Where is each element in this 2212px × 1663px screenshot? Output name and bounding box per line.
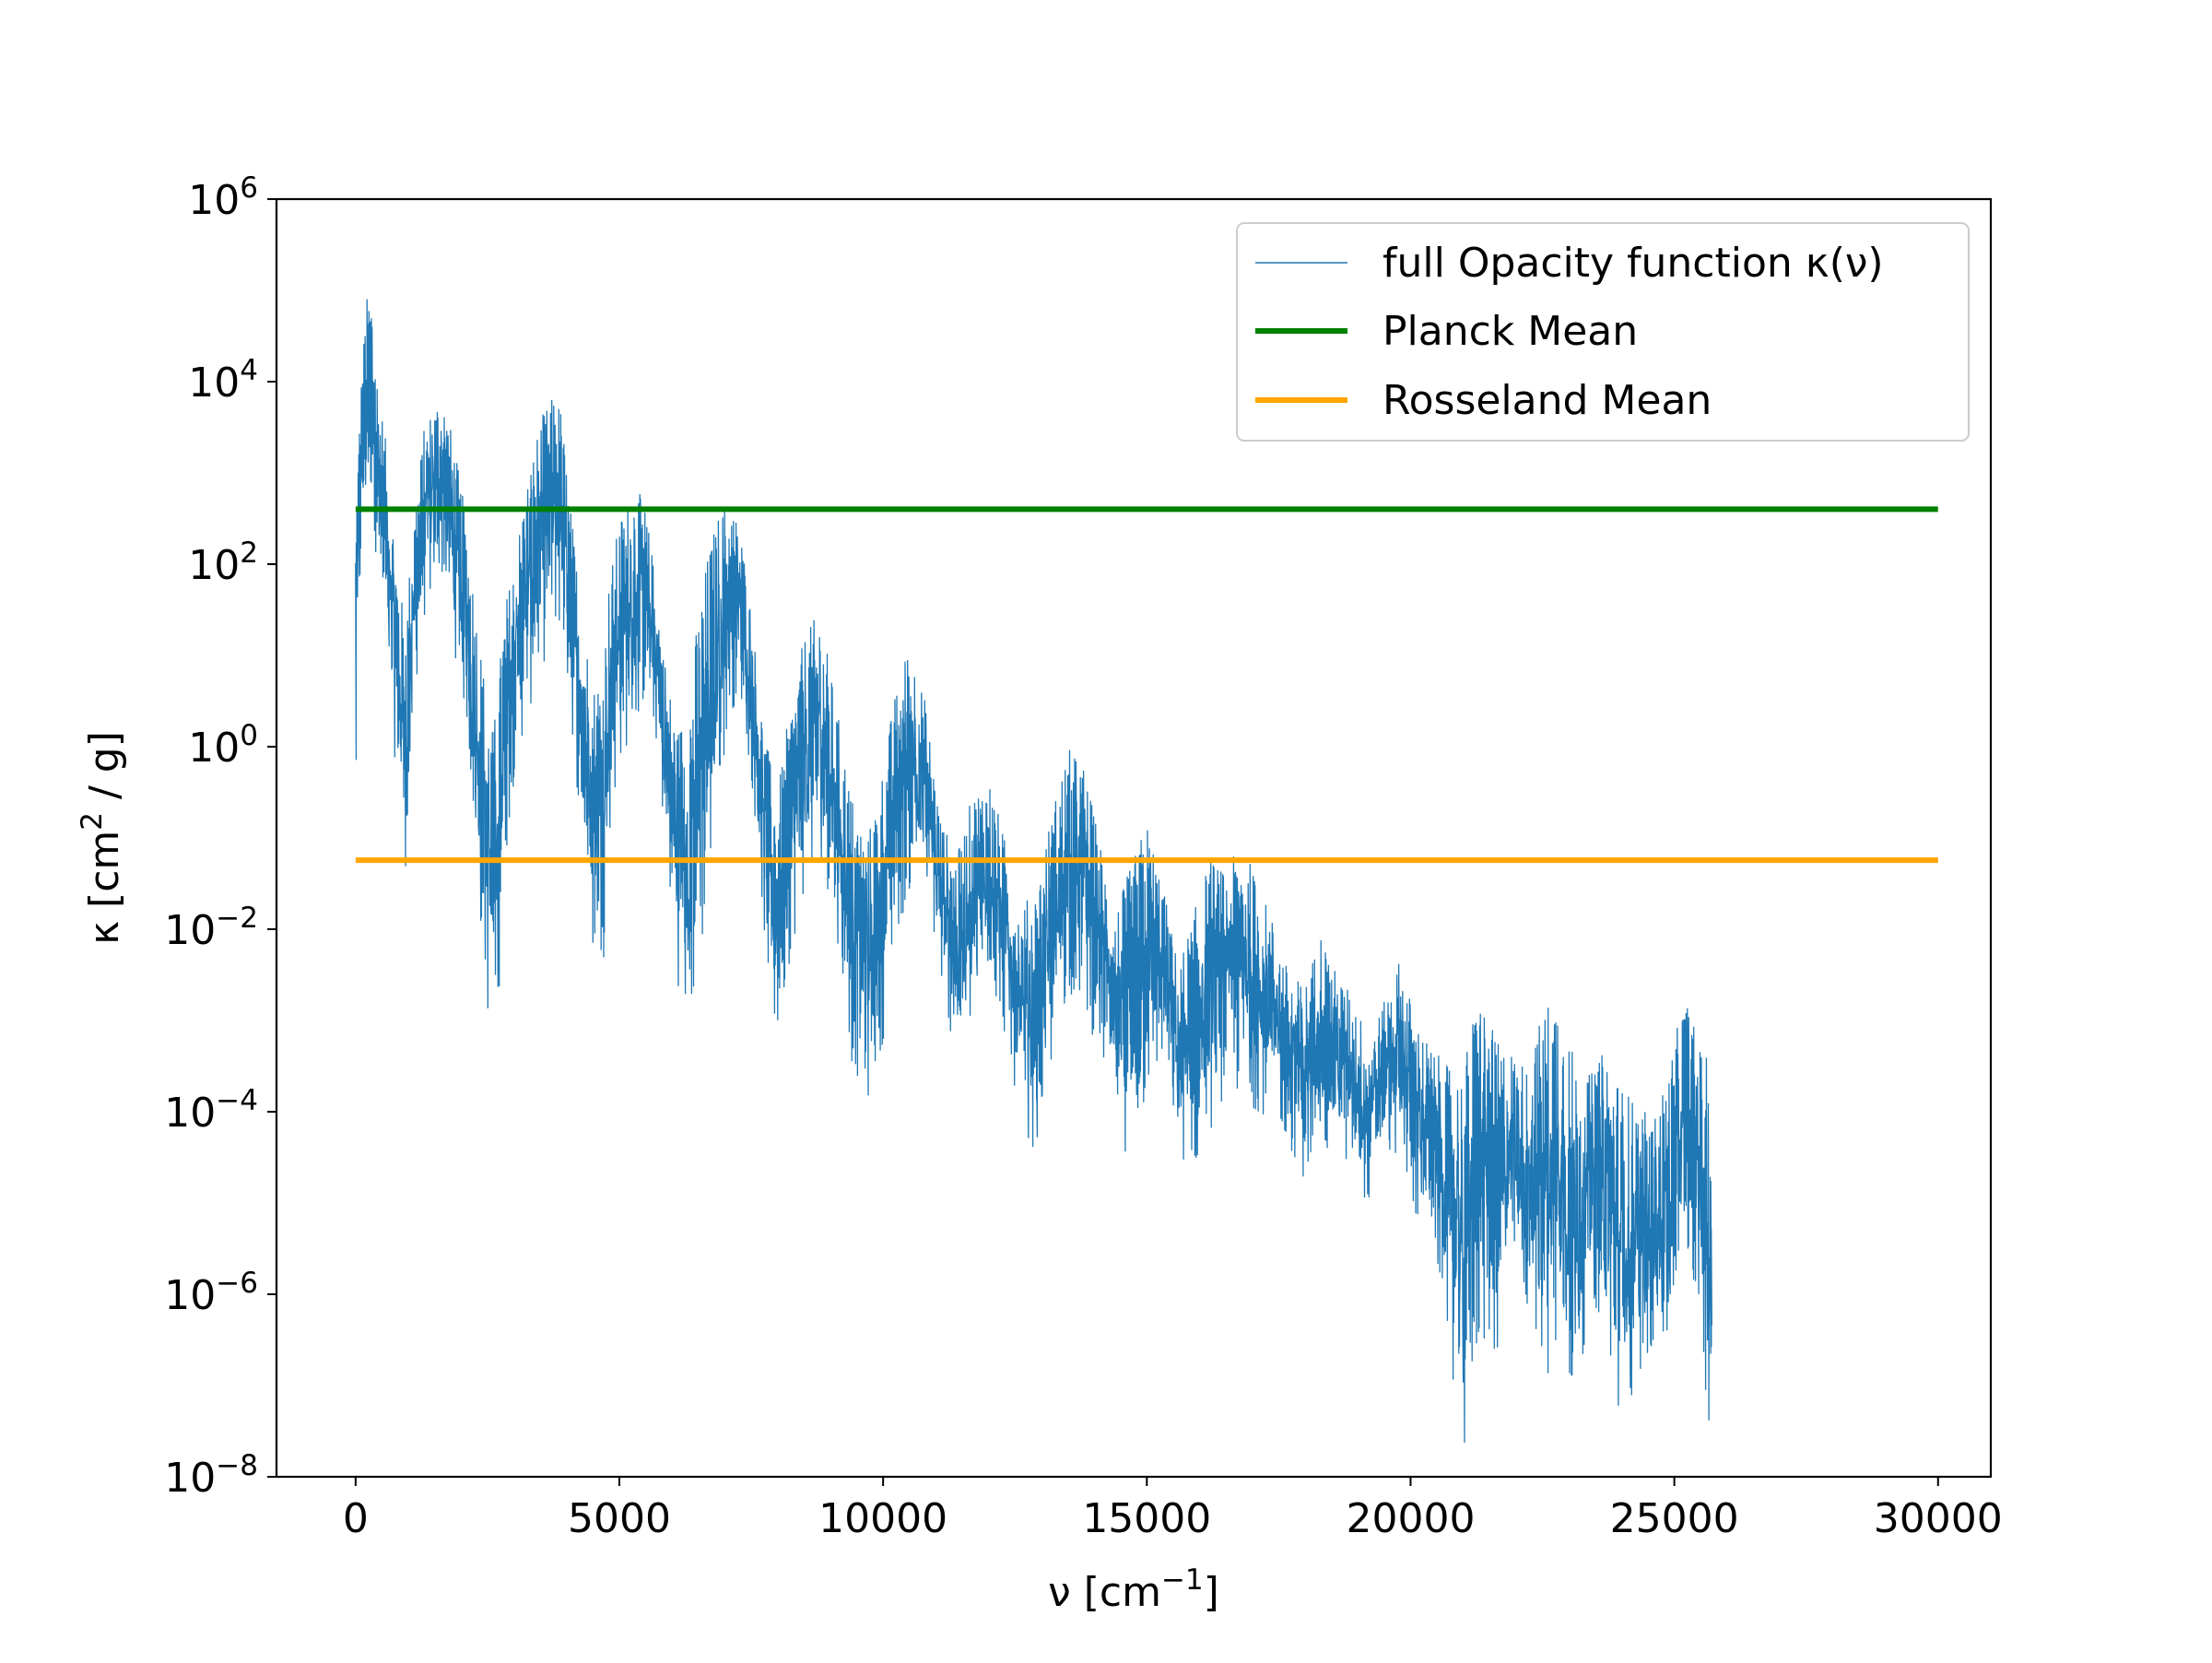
x-tick-label: 30000	[1874, 1495, 2003, 1542]
x-tick-label: 25000	[1610, 1495, 1739, 1542]
y-tick-base: 10	[164, 1272, 216, 1319]
x-tick-label: 20000	[1346, 1495, 1475, 1542]
y-tick-base: 10	[164, 1090, 216, 1137]
y-tick-label: 104	[188, 354, 258, 407]
y-tick-base: 10	[164, 907, 216, 954]
y-axis-label-end: / g]	[81, 731, 128, 812]
x-axis-label-main: ν [cm	[1048, 1569, 1161, 1616]
x-axis-label: ν [cm−1]	[1048, 1563, 1219, 1616]
y-tick-label: 100	[188, 719, 258, 772]
x-axis-ticks: 0 5000 10000 15000 20000 25000 30000	[343, 1477, 2003, 1542]
y-tick-exponent: −6	[216, 1267, 258, 1300]
y-tick-label: 10−2	[164, 902, 258, 954]
y-tick-exponent: −4	[216, 1084, 258, 1117]
y-tick-exponent: 0	[240, 719, 258, 752]
y-axis-label-main: κ [cm	[81, 831, 128, 945]
y-tick-label: 106	[188, 171, 258, 224]
y-tick-base: 10	[188, 725, 240, 772]
y-tick-base: 10	[188, 542, 240, 589]
y-tick-base: 10	[188, 360, 240, 407]
x-tick-label: 5000	[568, 1495, 671, 1542]
series-line-opacity-function	[355, 299, 1712, 1444]
legend-label-rosseland: Rosseland Mean	[1382, 377, 1712, 424]
x-tick-label: 10000	[818, 1495, 947, 1542]
y-tick-label: 102	[188, 537, 258, 589]
y-tick-exponent: 6	[240, 171, 258, 205]
legend-label-opacity: full Opacity function κ(ν)	[1382, 240, 1884, 287]
y-tick-label: 10−8	[164, 1449, 258, 1502]
y-tick-label: 10−6	[164, 1267, 258, 1319]
y-axis-label-superscript: 2	[76, 812, 109, 831]
x-axis-label-superscript: −1	[1161, 1563, 1204, 1597]
y-tick-base: 10	[188, 177, 240, 224]
y-tick-exponent: 2	[240, 537, 258, 570]
legend: full Opacity function κ(ν) Planck Mean R…	[1236, 222, 1970, 442]
plot-frame	[275, 197, 1993, 1479]
y-axis-label: κ [cm2 / g]	[76, 731, 128, 945]
x-tick-label: 0	[343, 1495, 369, 1542]
x-axis-label-end: ]	[1204, 1569, 1219, 1616]
series-layer	[355, 299, 1938, 1444]
y-tick-label: 10−4	[164, 1084, 258, 1137]
x-tick-label: 15000	[1082, 1495, 1211, 1542]
legend-label-planck: Planck Mean	[1382, 308, 1638, 355]
y-tick-exponent: −8	[216, 1449, 258, 1482]
y-tick-exponent: 4	[240, 354, 258, 387]
legend-box	[1236, 222, 1970, 442]
y-tick-base: 10	[164, 1455, 216, 1502]
y-tick-exponent: −2	[216, 902, 258, 935]
